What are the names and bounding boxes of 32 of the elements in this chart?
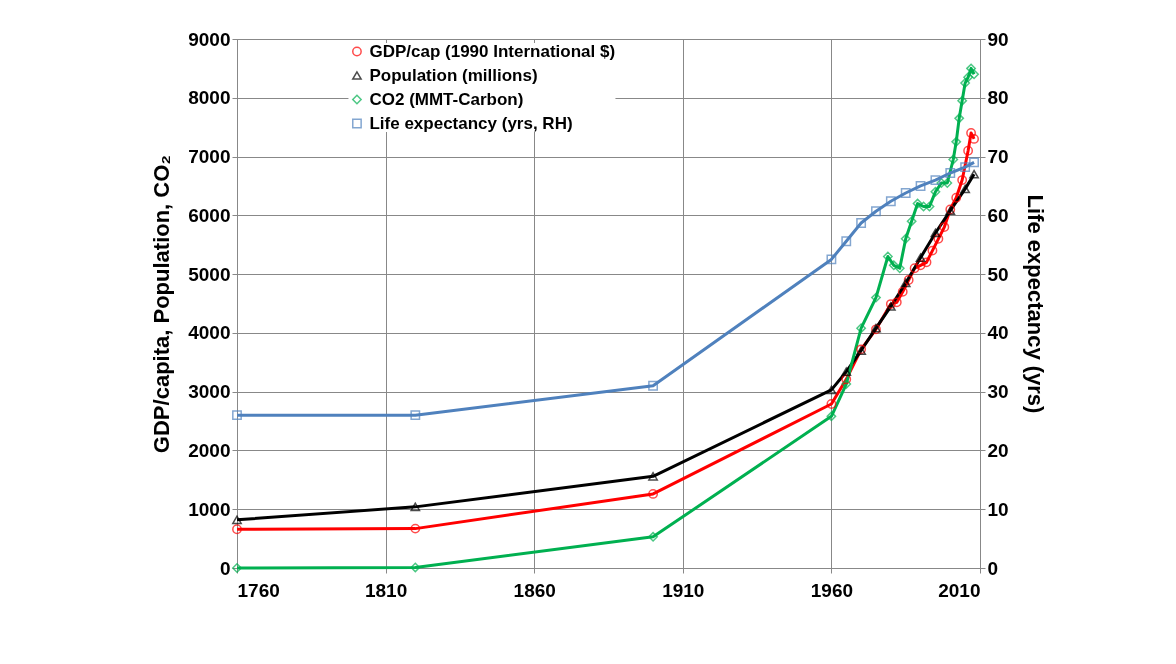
y2-axis-title: Life expectancy (yrs) [1022, 194, 1048, 414]
x-tick-label: 2010 [938, 579, 981, 601]
y-tick-label: 5000 [188, 263, 231, 285]
y2-tick-label: 90 [987, 28, 1009, 50]
y2-tick-label: 70 [987, 146, 1009, 168]
y-tick-label: 1000 [188, 498, 231, 520]
y2-tick-label: 30 [987, 381, 1009, 403]
y-tick-label: 6000 [188, 204, 231, 226]
legend-label: GDP/cap (1990 International $) [369, 41, 616, 61]
y-tick-label: 9000 [188, 28, 231, 50]
x-tick-label: 1760 [237, 579, 280, 601]
y-tick-label: 2000 [188, 439, 231, 461]
y2-tick-label: 40 [987, 322, 1009, 344]
y2-tick-label: 80 [987, 87, 1009, 109]
y2-tick-label: 60 [987, 204, 1009, 226]
x-tick-label: 1910 [662, 579, 705, 601]
legend-label: CO2 (MMT-Carbon) [369, 89, 524, 109]
y2-tick-label: 20 [987, 439, 1009, 461]
x-tick-label: 1860 [513, 579, 556, 601]
x-tick-label: 1960 [810, 579, 854, 601]
y2-tick-label: 10 [987, 498, 1009, 520]
y-axis-title: GDP/capita, Population, CO₂ [149, 154, 175, 454]
y-tick-label: 8000 [188, 87, 231, 109]
y2-tick-label: 50 [987, 263, 1009, 285]
y-tick-label: 0 [219, 557, 231, 579]
legend-label: Population (millions) [369, 65, 538, 85]
y2-tick-label: 0 [987, 557, 999, 579]
legend-label: Life expectancy (yrs, RH) [369, 113, 573, 133]
y-tick-label: 7000 [188, 146, 231, 168]
y-tick-label: 3000 [188, 381, 231, 403]
x-tick-label: 1810 [364, 579, 408, 601]
y-tick-label: 4000 [188, 322, 231, 344]
